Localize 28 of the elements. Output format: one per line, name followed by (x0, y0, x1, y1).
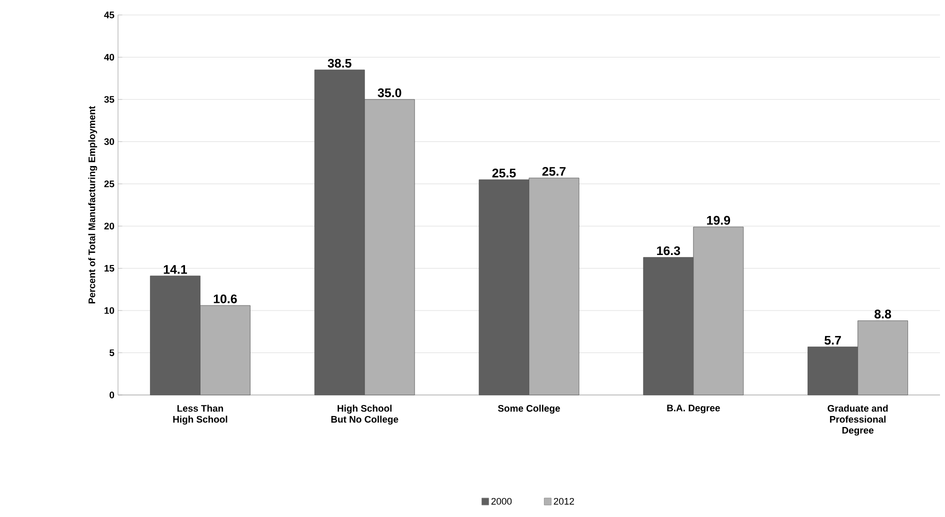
y-tick-label: 20 (104, 222, 114, 230)
data-label: 25.7 (542, 166, 566, 176)
data-label: 35.0 (378, 88, 402, 98)
y-tick-label: 35 (104, 96, 114, 103)
legend-label: 2000 (491, 498, 512, 505)
data-label: 5.7 (824, 336, 841, 345)
data-label: 8.8 (874, 310, 892, 318)
y-tick-label: 10 (104, 307, 114, 314)
y-tick-label: 40 (104, 54, 114, 61)
data-label: 10.6 (214, 294, 237, 304)
y-tick-label: 15 (104, 265, 114, 272)
y-tick-label: 5 (110, 349, 114, 356)
x-tick-label: Some College (498, 404, 560, 414)
x-tick-label: Less Than High School (173, 404, 228, 425)
data-label: 38.5 (328, 58, 352, 68)
data-label: 16.3 (657, 246, 680, 256)
data-label: 19.9 (707, 216, 730, 225)
x-tick-label: High School But No College (331, 404, 398, 425)
y-tick-label: 30 (104, 138, 114, 146)
y-tick-label: 45 (104, 12, 114, 18)
legend-label: 2012 (554, 498, 574, 505)
x-tick-label: B.A. Degree (667, 404, 720, 414)
data-label: 25.5 (492, 168, 516, 178)
y-tick-label: 25 (104, 180, 114, 188)
y-tick-label: 0 (110, 392, 114, 398)
data-label: 14.1 (164, 265, 187, 274)
y-axis-title: Percent of Total Manufacturing Employment (88, 106, 98, 304)
x-tick-label: Graduate and Professional Degree (828, 404, 888, 436)
